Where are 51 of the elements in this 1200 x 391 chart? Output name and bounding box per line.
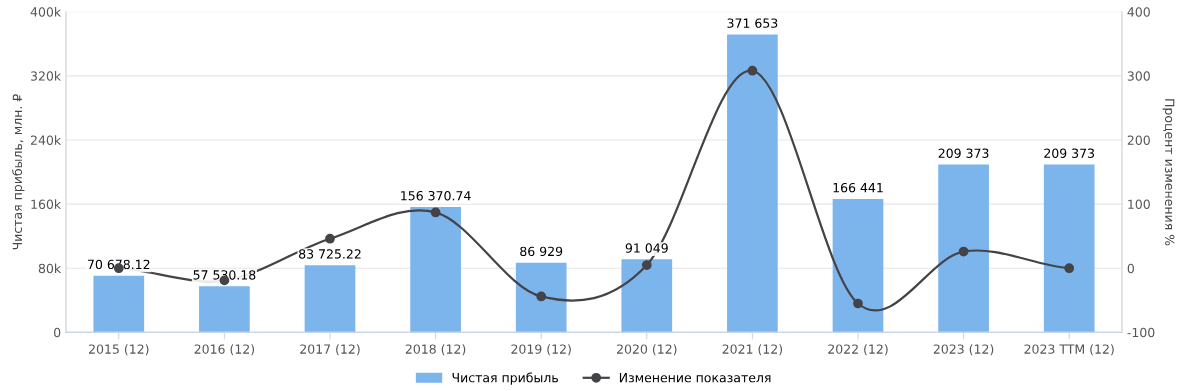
point xyxy=(853,298,863,309)
bar xyxy=(1043,164,1095,333)
y-tick-label: 400k xyxy=(30,6,62,17)
y-tick-label: 320k xyxy=(30,71,62,81)
bar xyxy=(938,164,989,333)
data-label: 156 370.74 xyxy=(401,190,471,201)
point xyxy=(536,291,547,302)
y2-tick-label: 400 xyxy=(1127,7,1150,17)
x-tick-label: 2017 (12) xyxy=(300,344,360,356)
x-tick-label: 2022 (12) xyxy=(828,344,888,356)
bar xyxy=(410,207,461,333)
bar xyxy=(199,286,250,333)
y-tick-label: 240k xyxy=(30,135,62,145)
x-tick-label: 2018 (12) xyxy=(405,344,466,356)
y2-tick-label: 0 xyxy=(1127,263,1134,274)
bar xyxy=(832,198,884,333)
y-tick-label: 160k xyxy=(31,199,62,210)
data-label: 371 653 xyxy=(727,18,778,28)
point xyxy=(430,207,441,218)
y-tick-label: 0 xyxy=(54,327,61,338)
x-tick-label: 2015 (12) xyxy=(88,344,149,356)
point xyxy=(325,233,335,244)
y2-tick-label: 200 xyxy=(1127,135,1150,145)
y2-tick-label: 100 xyxy=(1128,199,1150,210)
x-tick-label: 2021 (12) xyxy=(722,344,783,356)
point xyxy=(958,246,969,257)
data-label: 166 441 xyxy=(833,182,883,193)
x-tick-label: 2023 (12) xyxy=(933,344,994,356)
bar xyxy=(515,262,567,333)
point xyxy=(1064,263,1075,274)
bar xyxy=(304,265,356,333)
y-axis-title: Чистая прибыль, млн. ₽ xyxy=(12,94,25,250)
y2-tick-label: 300 xyxy=(1127,71,1150,81)
data-label: 209 373 xyxy=(938,148,989,158)
x-tick-label: 2019 (12) xyxy=(511,344,571,356)
data-label: 83 725.22 xyxy=(299,249,361,259)
data-label: 91 049 xyxy=(625,243,668,253)
data-label: 86 929 xyxy=(520,246,563,257)
y2-tick-label: -100 xyxy=(1127,327,1155,338)
legend-label: Изменение показателя xyxy=(619,373,771,383)
bar xyxy=(727,34,778,333)
legend-label: Чистая прибыль xyxy=(452,372,558,385)
x-tick-label: 2016 (12) xyxy=(194,344,255,356)
y2-axis-title: Процент изменения % xyxy=(1162,99,1175,246)
point xyxy=(641,260,652,270)
bar xyxy=(621,259,673,333)
data-label: 209 373 xyxy=(1044,148,1095,158)
y-tick-label: 80k xyxy=(38,263,62,274)
x-tick-label: 2020 (12) xyxy=(616,344,677,356)
x-tick-label: 2023 TTM (12) xyxy=(1024,344,1114,356)
point xyxy=(747,65,758,76)
